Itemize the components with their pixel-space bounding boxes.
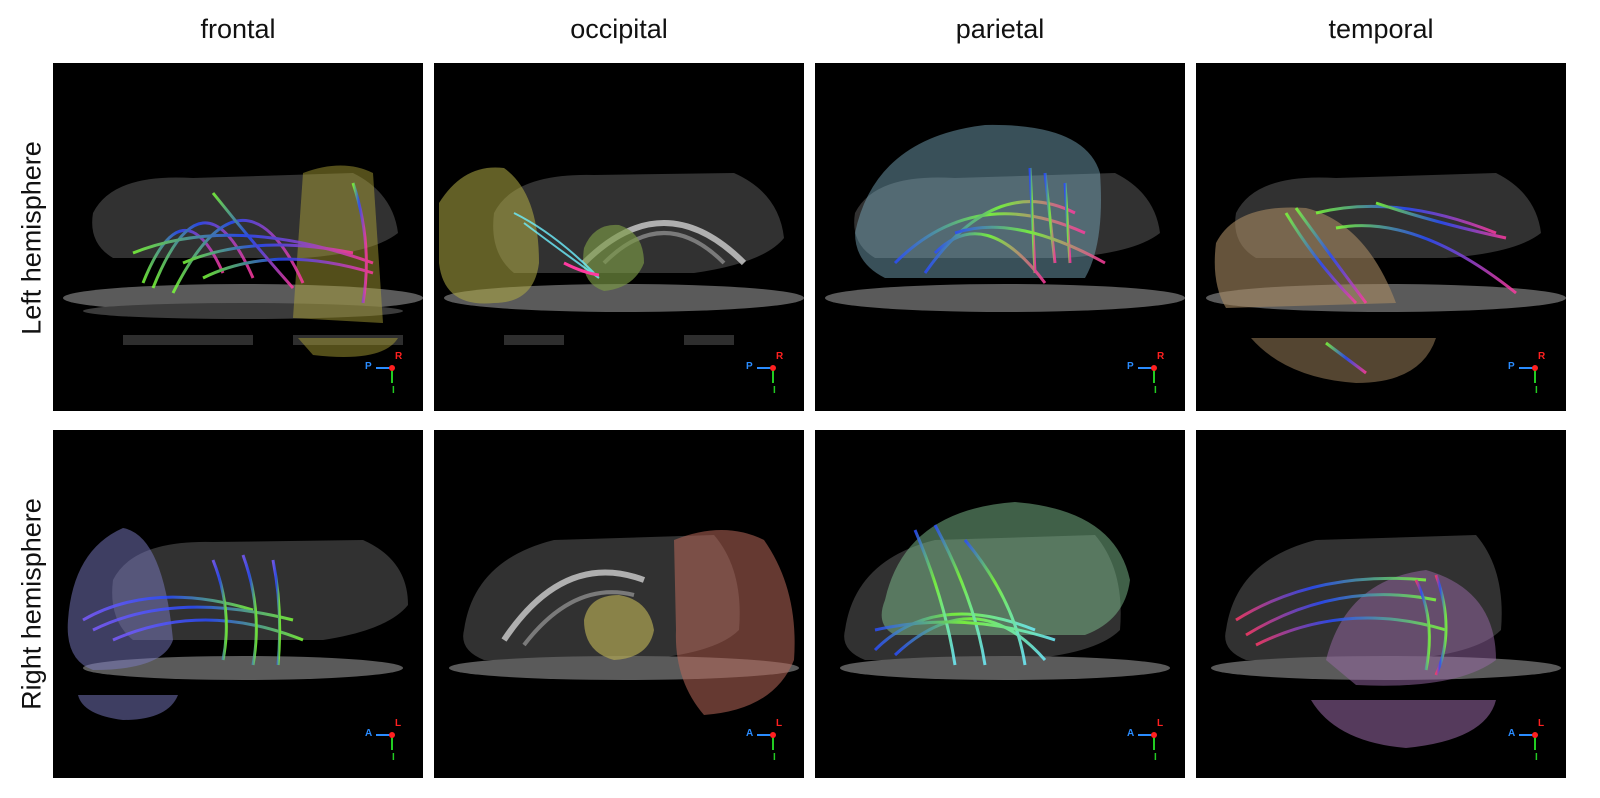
brain-render-image (840, 502, 1170, 680)
panel-right-parietal: A L I (815, 430, 1185, 778)
panel-right-frontal: A L I (53, 430, 423, 778)
panel-left-temporal: P R I (1196, 63, 1566, 411)
row-title-left-hemisphere: Left hemisphere (16, 141, 47, 335)
row-title-right-hemisphere: Right hemisphere (16, 498, 47, 710)
column-title-parietal: parietal (955, 14, 1045, 44)
orientation-axis: A L I (746, 718, 783, 763)
brain-render-image (63, 165, 423, 357)
panel-left-parietal: P R I (815, 63, 1185, 411)
brain-render-image (449, 530, 799, 715)
brain-render-image (1211, 535, 1561, 748)
column-title-frontal: frontal (200, 14, 276, 44)
column-title-occipital: occipital (570, 14, 668, 44)
brain-render-image (439, 167, 804, 345)
orientation-axis: A L I (1127, 718, 1164, 763)
orientation-axis: A L I (365, 718, 402, 763)
brain-render-image (67, 528, 408, 720)
panel-left-frontal: P R I (53, 63, 423, 411)
brain-render-image (1206, 173, 1566, 383)
brain-render-image (825, 124, 1185, 312)
orientation-axis: P R I (365, 351, 403, 396)
orientation-axis: P R I (1508, 351, 1546, 396)
panel-right-temporal: A L I (1196, 430, 1566, 778)
column-title-temporal: temporal (1328, 14, 1434, 44)
orientation-axis: A L I (1508, 718, 1545, 763)
orientation-axis: P R I (746, 351, 784, 396)
orientation-axis: P R I (1127, 351, 1165, 396)
panel-right-occipital: A L I (434, 430, 804, 778)
panel-left-occipital: P R I (434, 63, 804, 411)
